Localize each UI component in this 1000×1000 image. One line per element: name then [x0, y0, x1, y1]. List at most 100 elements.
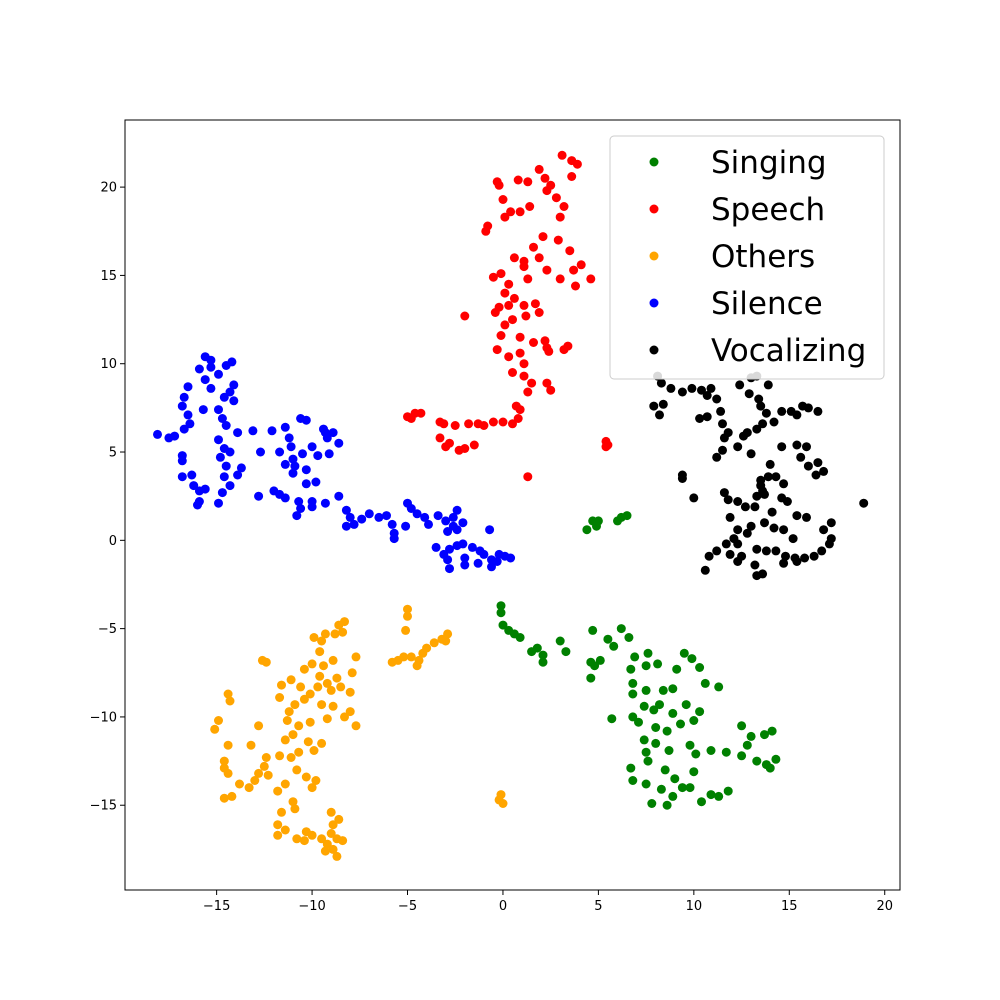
data-point: [479, 549, 489, 559]
series-others: [210, 604, 508, 861]
data-point: [641, 779, 651, 789]
data-point: [334, 814, 344, 824]
data-point: [225, 387, 235, 397]
data-point: [244, 783, 254, 793]
data-point: [763, 380, 773, 390]
data-point: [555, 274, 565, 284]
data-point: [322, 678, 332, 688]
data-point: [223, 689, 233, 699]
data-point: [389, 534, 399, 544]
data-point: [603, 634, 613, 644]
data-point: [435, 417, 445, 427]
x-tick-label: 10: [686, 899, 703, 914]
data-point: [221, 361, 231, 370]
data-point: [813, 458, 823, 468]
data-point: [217, 414, 227, 423]
data-point: [214, 498, 223, 508]
data-point: [254, 491, 264, 501]
data-point: [460, 444, 470, 453]
y-tick-label: 5: [109, 446, 117, 461]
legend-entry-others: Others: [649, 239, 815, 275]
data-point: [735, 380, 745, 390]
data-point: [819, 525, 829, 535]
data-point: [406, 414, 416, 423]
data-point: [328, 820, 338, 830]
data-point: [697, 385, 706, 395]
data-point: [553, 235, 563, 245]
data-point: [326, 807, 336, 817]
data-point: [307, 502, 317, 512]
data-point: [662, 800, 672, 810]
data-point: [445, 438, 454, 448]
data-point: [288, 797, 298, 807]
data-point: [519, 262, 529, 272]
legend-marker: [649, 157, 659, 167]
data-point: [746, 731, 756, 741]
data-point: [551, 193, 561, 203]
data-point: [334, 438, 344, 448]
x-tick-label: −5: [398, 899, 417, 914]
data-point: [723, 786, 733, 796]
data-point: [286, 753, 296, 762]
data-point: [765, 763, 775, 773]
data-point: [259, 761, 269, 771]
data-point: [320, 498, 330, 508]
data-point: [328, 701, 338, 711]
data-point: [374, 512, 384, 522]
data-point: [305, 717, 315, 727]
data-point: [332, 673, 342, 683]
data-point: [299, 694, 309, 704]
data-point: [225, 696, 235, 706]
data-point: [706, 383, 716, 393]
data-point: [412, 661, 422, 671]
data-point: [523, 472, 533, 482]
data-point: [595, 655, 605, 665]
data-point: [223, 740, 233, 750]
data-point: [431, 542, 441, 552]
data-point: [750, 560, 760, 570]
data-point: [760, 518, 769, 528]
data-point: [406, 504, 416, 513]
data-point: [534, 253, 544, 263]
data-point: [219, 756, 229, 766]
data-point: [513, 175, 523, 185]
data-point: [183, 410, 193, 420]
data-point: [498, 195, 508, 204]
data-point: [223, 768, 233, 778]
data-point: [689, 493, 699, 503]
data-point: [740, 502, 750, 512]
data-point: [506, 553, 516, 563]
data-point: [824, 539, 834, 549]
data-point: [233, 470, 243, 480]
data-point: [200, 484, 210, 494]
data-point: [153, 429, 162, 439]
data-point: [656, 784, 666, 794]
data-point: [782, 497, 792, 506]
y-tick-label: 15: [100, 269, 117, 284]
data-point: [401, 521, 411, 531]
data-point: [590, 661, 600, 671]
data-point: [301, 772, 311, 782]
data-point: [557, 150, 567, 160]
data-point: [498, 620, 508, 630]
data-point: [712, 452, 722, 462]
data-point: [275, 447, 285, 457]
data-point: [677, 474, 687, 483]
data-point: [752, 491, 762, 501]
data-point: [763, 472, 773, 482]
data-point: [662, 726, 672, 736]
data-point: [508, 368, 517, 377]
data-point: [588, 516, 598, 526]
data-point: [658, 399, 668, 409]
data-point: [349, 519, 359, 529]
data-point: [275, 751, 285, 761]
data-point: [746, 521, 756, 531]
data-point: [328, 428, 338, 438]
data-point: [487, 562, 496, 572]
data-point: [246, 740, 256, 750]
data-point: [443, 555, 453, 565]
data-point: [609, 641, 619, 651]
data-point: [767, 507, 777, 517]
legend-marker: [649, 204, 659, 214]
data-point: [792, 410, 802, 420]
